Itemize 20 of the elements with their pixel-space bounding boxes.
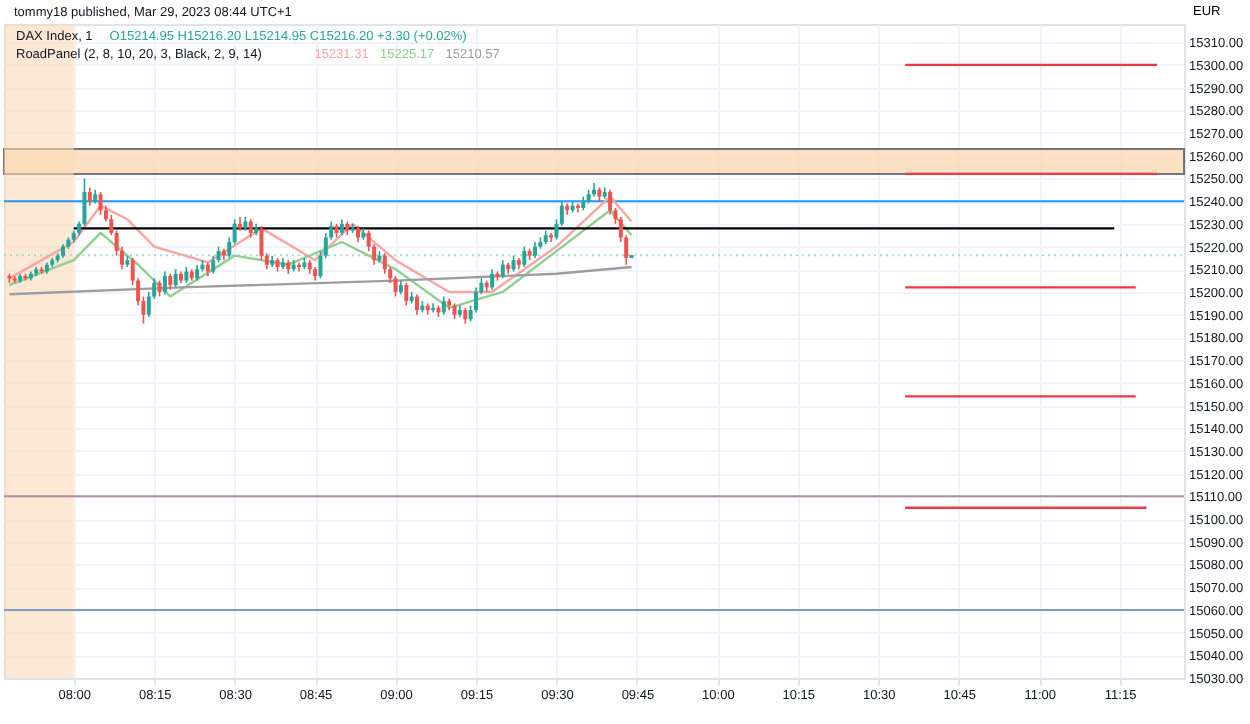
line-series — [8, 195, 633, 294]
candlestick — [162, 270, 167, 296]
candlestick — [173, 268, 178, 289]
candlestick — [211, 254, 216, 275]
candlestick — [474, 286, 478, 314]
candlestick — [500, 259, 505, 280]
candlestick — [608, 188, 613, 216]
candlestick — [382, 252, 387, 275]
candlestick — [98, 191, 103, 216]
candlestick — [259, 225, 264, 261]
candlestick — [490, 268, 495, 291]
candlestick — [393, 275, 398, 298]
candlestick — [441, 295, 446, 316]
candlestick — [404, 282, 409, 307]
candlestick — [522, 245, 527, 268]
candlestick — [248, 218, 253, 239]
candlestick — [87, 186, 92, 207]
candlestick — [415, 293, 419, 316]
candlestick — [82, 177, 87, 227]
line-series — [8, 265, 633, 296]
